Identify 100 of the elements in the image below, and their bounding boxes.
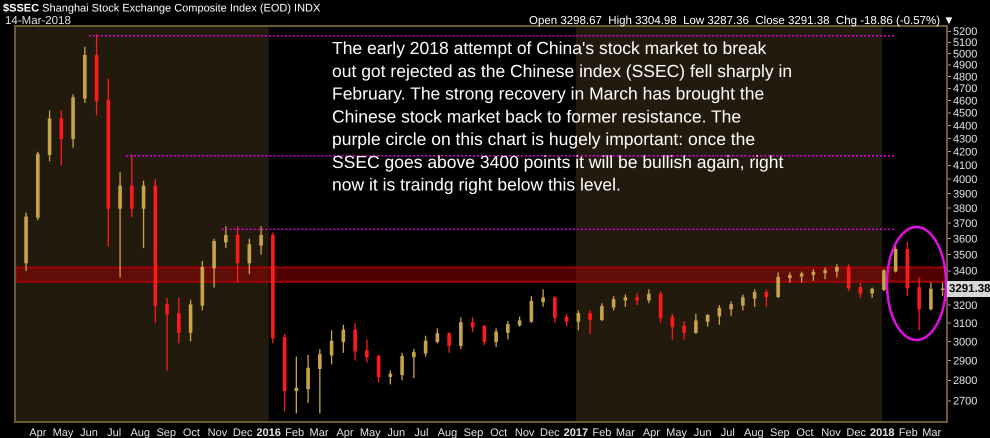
- annotation: 3291.38: [949, 283, 990, 295]
- y-tick-label: 3400: [952, 266, 978, 278]
- candlestick: [106, 78, 110, 248]
- y-tick-label: 5200: [952, 26, 978, 38]
- y-tick-label: 4300: [952, 133, 978, 146]
- candlestick: [400, 352, 404, 381]
- candlestick: [718, 304, 722, 326]
- candlestick: [224, 226, 228, 249]
- candlestick: [494, 328, 498, 348]
- candlestick: [188, 299, 192, 342]
- x-tick-label: May: [666, 426, 688, 438]
- candlestick: [282, 333, 286, 412]
- x-tick-label: Sep: [464, 426, 484, 438]
- x-tick-label: Jul: [414, 426, 428, 438]
- candlestick: [846, 264, 850, 292]
- x-tick-label: Mar: [310, 426, 329, 438]
- candlestick: [71, 94, 75, 148]
- y-tick-label: 4700: [952, 83, 978, 96]
- x-tick-label: Nov: [208, 426, 228, 438]
- y-tick-label: 4400: [952, 120, 978, 132]
- candlestick: [541, 288, 545, 308]
- candlestick: [318, 348, 322, 414]
- candlestick: [271, 232, 275, 344]
- x-tick-label: Oct: [182, 426, 200, 438]
- candlestick: [764, 288, 768, 308]
- candlestick: [259, 226, 263, 256]
- y-tick-label: 3900: [952, 188, 978, 200]
- text: Open 3298.67 High 3304.98 Low 3287.36 Close 3291.38 Chg -18.86 (-0.57%) ▼: [529, 15, 955, 27]
- x-tick-label: 2017: [564, 426, 588, 438]
- y-tick-label: 4900: [952, 60, 978, 72]
- candlestick: [436, 328, 440, 344]
- x-tick-label: Nov: [514, 426, 535, 438]
- x-tick-label: Dec: [846, 426, 866, 438]
- candlestick: [130, 154, 134, 218]
- candlestick: [412, 348, 416, 379]
- annotation: The early 2018 attempt of China's stock market to break out got rejected as the Chinese index (SSEC) fell sharply in February. The strong recovery in March has brought the Chinese stock market back to former resistance. The purple circle on this chart is hugely important: once the SSEC goes above 3400 points it will be bullish again, right now it is traindg right below this level.: [332, 38, 792, 194]
- y-tick-label: 4000: [952, 174, 978, 186]
- candlestick: [518, 316, 522, 328]
- candlestick: [658, 290, 662, 324]
- x-tick-label: Mar: [616, 426, 636, 438]
- x-tick-label: Oct: [796, 426, 814, 438]
- y-tick-label: 2900: [952, 355, 978, 368]
- candlestick: [812, 268, 816, 282]
- candlestick: [212, 238, 216, 288]
- x-tick-label: Feb: [592, 426, 612, 438]
- x-tick-label: Apr: [642, 426, 660, 438]
- x-tick-label: Aug: [130, 426, 150, 438]
- candlestick: [624, 294, 628, 308]
- x-tick-label: Aug: [438, 426, 458, 438]
- candlestick: [906, 241, 910, 297]
- candlestick: [940, 282, 944, 297]
- candlestick: [376, 354, 380, 383]
- candlestick: [142, 180, 146, 249]
- x-tick-label: Apr: [29, 426, 47, 438]
- candlestick: [424, 335, 428, 358]
- candlestick: [447, 331, 451, 354]
- candlestick: [882, 268, 886, 292]
- candlestick: [870, 287, 874, 299]
- x-tick-label: Apr: [336, 426, 354, 438]
- candlestick: [236, 226, 240, 284]
- candlestick: [365, 338, 369, 364]
- y-tick-label: 2700: [952, 396, 978, 408]
- candlestick: [48, 110, 52, 162]
- x-tick-label: Feb: [898, 426, 918, 438]
- candlestick: [635, 292, 639, 306]
- candlestick: [741, 294, 745, 311]
- candlestick: [917, 276, 921, 331]
- y-tick-label: 2800: [952, 375, 978, 388]
- candlestick: [706, 313, 710, 328]
- candlestick: [823, 266, 827, 280]
- candlestick: [576, 310, 580, 331]
- candlestick: [506, 320, 510, 340]
- candlestick: [36, 151, 40, 221]
- candlestick: [776, 272, 780, 299]
- candlestick: [177, 297, 181, 344]
- candlestick: [530, 296, 534, 324]
- y-tick-label: 4100: [952, 160, 978, 172]
- x-tick-label: Mar: [922, 426, 942, 438]
- x-tick-label: Sep: [770, 426, 790, 438]
- x-tick-label: Jun: [387, 426, 406, 438]
- x-tick-label: May: [360, 426, 382, 438]
- candlestick: [342, 324, 346, 354]
- candlestick: [788, 272, 792, 284]
- candlestick: [894, 246, 898, 274]
- candlestick: [800, 271, 804, 284]
- candlestick: [330, 330, 334, 366]
- candlestick: [470, 316, 474, 333]
- y-tick-label: 3700: [952, 218, 978, 230]
- candlestick: [588, 310, 592, 335]
- candlestick: [647, 288, 651, 304]
- y-tick-label: 4500: [952, 108, 978, 120]
- candlestick: [729, 300, 733, 316]
- candlestick: [94, 34, 98, 116]
- candlestick: [752, 288, 756, 308]
- y-tick-label: 4200: [952, 146, 978, 159]
- x-tick-label: Jun: [80, 426, 98, 438]
- candlestick: [835, 264, 839, 278]
- x-tick-label: Jun: [694, 426, 712, 438]
- candlestick: [388, 370, 392, 385]
- candlestick: [118, 172, 122, 278]
